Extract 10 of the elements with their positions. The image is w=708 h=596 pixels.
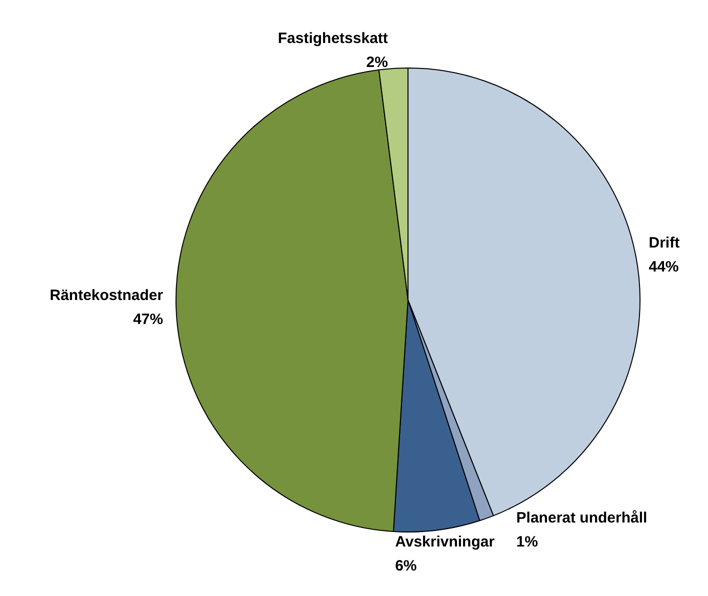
data-label: 47% [133, 311, 164, 328]
slice-label: Drift [648, 234, 680, 252]
data-label: 1% [516, 533, 538, 550]
data-label: 2% [366, 54, 388, 71]
slice-label: Avskrivningar [395, 534, 495, 551]
data-label: 6% [395, 558, 417, 575]
slice-label: Räntekostnader [50, 287, 164, 304]
slice-label: Planerat underhåll [516, 509, 648, 526]
data-label: 44% [648, 258, 679, 276]
slice-label: Fastighetsskatt [278, 30, 388, 47]
